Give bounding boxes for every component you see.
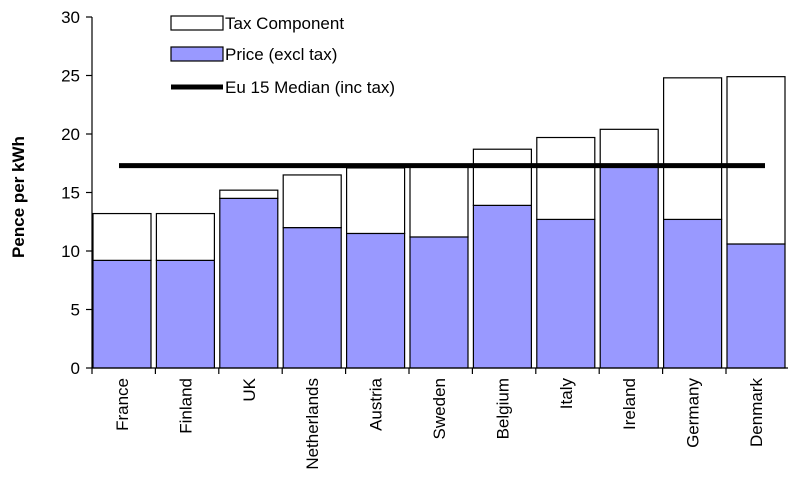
bar-tax-france	[92, 212, 152, 261]
x-tick-label: Belgium	[493, 378, 512, 439]
bar-price-netherlands	[282, 227, 342, 369]
bar-price-belgium	[472, 204, 532, 369]
bar-tax-ireland	[599, 128, 659, 168]
legend-swatch-price	[170, 46, 224, 62]
bar-tax-italy	[536, 136, 596, 221]
x-tick-label: Sweden	[430, 378, 449, 439]
bar-tax-finland	[155, 212, 215, 261]
bar-price-ireland	[599, 166, 659, 369]
bar-price-france	[92, 259, 152, 369]
y-tick-label: 20	[61, 125, 80, 144]
bar-tax-sweden	[409, 163, 469, 238]
bar-tax-netherlands	[282, 174, 342, 229]
bar-price-denmark	[726, 243, 786, 369]
bar-price-germany	[662, 218, 723, 369]
legend-label-tax: Tax Component	[225, 14, 344, 33]
legend-label-price: Price (excl tax)	[225, 45, 337, 64]
x-tick-label: UK	[240, 377, 259, 401]
x-tick-label: Ireland	[620, 378, 639, 430]
x-tick-label: Finland	[176, 378, 195, 434]
bar-price-sweden	[409, 236, 469, 369]
bars	[92, 76, 786, 369]
bar-tax-denmark	[726, 76, 786, 245]
y-tick-label: 15	[61, 184, 80, 203]
x-tick-label: Denmark	[747, 378, 766, 447]
x-tick-label: Netherlands	[303, 378, 322, 470]
y-tick-label: 0	[71, 359, 80, 378]
y-tick-label: 5	[71, 301, 80, 320]
bar-tax-germany	[662, 77, 723, 221]
y-axis-title: Pence per kWh	[9, 136, 28, 258]
x-tick-label: Germany	[684, 378, 703, 448]
bar-price-austria	[346, 232, 406, 369]
y-tick-label: 10	[61, 242, 80, 261]
x-tick-label: Italy	[557, 378, 576, 410]
x-axis: France Finland UK Netherlands Austria Sweden B…	[91, 367, 788, 470]
bar-price-finland	[155, 259, 215, 369]
x-tick-label: France	[113, 378, 132, 431]
y-tick-label: 25	[61, 67, 80, 86]
bar-price-uk	[219, 197, 279, 369]
y-tick-label: 30	[61, 8, 80, 27]
y-axis: 0 5 10 15 20 25 30	[61, 8, 93, 378]
legend-label-median: Eu 15 Median (inc tax)	[225, 78, 395, 97]
bar-tax-uk	[219, 189, 279, 199]
bar-tax-belgium	[472, 148, 532, 206]
legend: Tax Component Price (excl tax) Eu 15 Media…	[170, 14, 395, 97]
legend-swatch-tax	[170, 15, 224, 31]
bar-price-italy	[536, 218, 596, 369]
x-tick-label: Austria	[367, 377, 386, 430]
bar-tax-austria	[346, 167, 406, 235]
